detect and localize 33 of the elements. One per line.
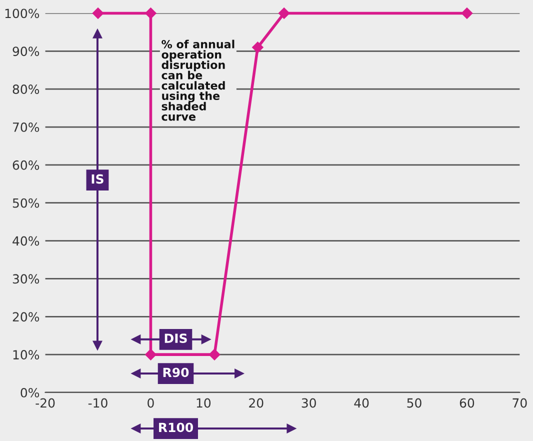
x-tick-label: 60 [460, 398, 474, 408]
y-tick-label: 10% [13, 350, 40, 360]
point [252, 42, 264, 53]
point [92, 8, 104, 19]
y-tick-label: 100% [5, 8, 40, 18]
y-tick-label: 50% [12, 198, 40, 208]
point [208, 348, 220, 360]
x-tick-label: 50 [407, 398, 422, 408]
x-tick-label: 0 [148, 398, 154, 408]
annotation: IS [92, 174, 104, 184]
x-tick-label: -10 [88, 398, 108, 408]
point [145, 8, 156, 19]
annotation: DIS [164, 334, 187, 344]
x-tick-label: 30 [302, 398, 316, 408]
y-tick-label: 70% [12, 122, 40, 132]
x-tick-label: 70 [512, 398, 527, 408]
x-tick-label: 40 [354, 398, 369, 408]
text: R100 [159, 422, 194, 432]
point [145, 348, 156, 360]
y-tick-label: 60% [12, 160, 40, 170]
annotation: R90 [163, 368, 189, 378]
y-tick-label: 80% [12, 84, 40, 94]
x-tick-label: 20 [249, 398, 264, 408]
point [461, 8, 473, 19]
x-tick-label: -20 [36, 398, 55, 408]
point [278, 8, 290, 19]
y-tick-label: 40% [12, 236, 40, 246]
annotation: % of annual operation disruption can be calculated using the shaded curve [162, 40, 234, 121]
x-tick-label: 10 [196, 398, 211, 408]
y-tick-label: 0% [20, 388, 40, 398]
y-tick-label: 30% [12, 274, 40, 284]
y-tick-label: 90% [12, 46, 40, 56]
y-tick-label: 20% [12, 312, 40, 322]
